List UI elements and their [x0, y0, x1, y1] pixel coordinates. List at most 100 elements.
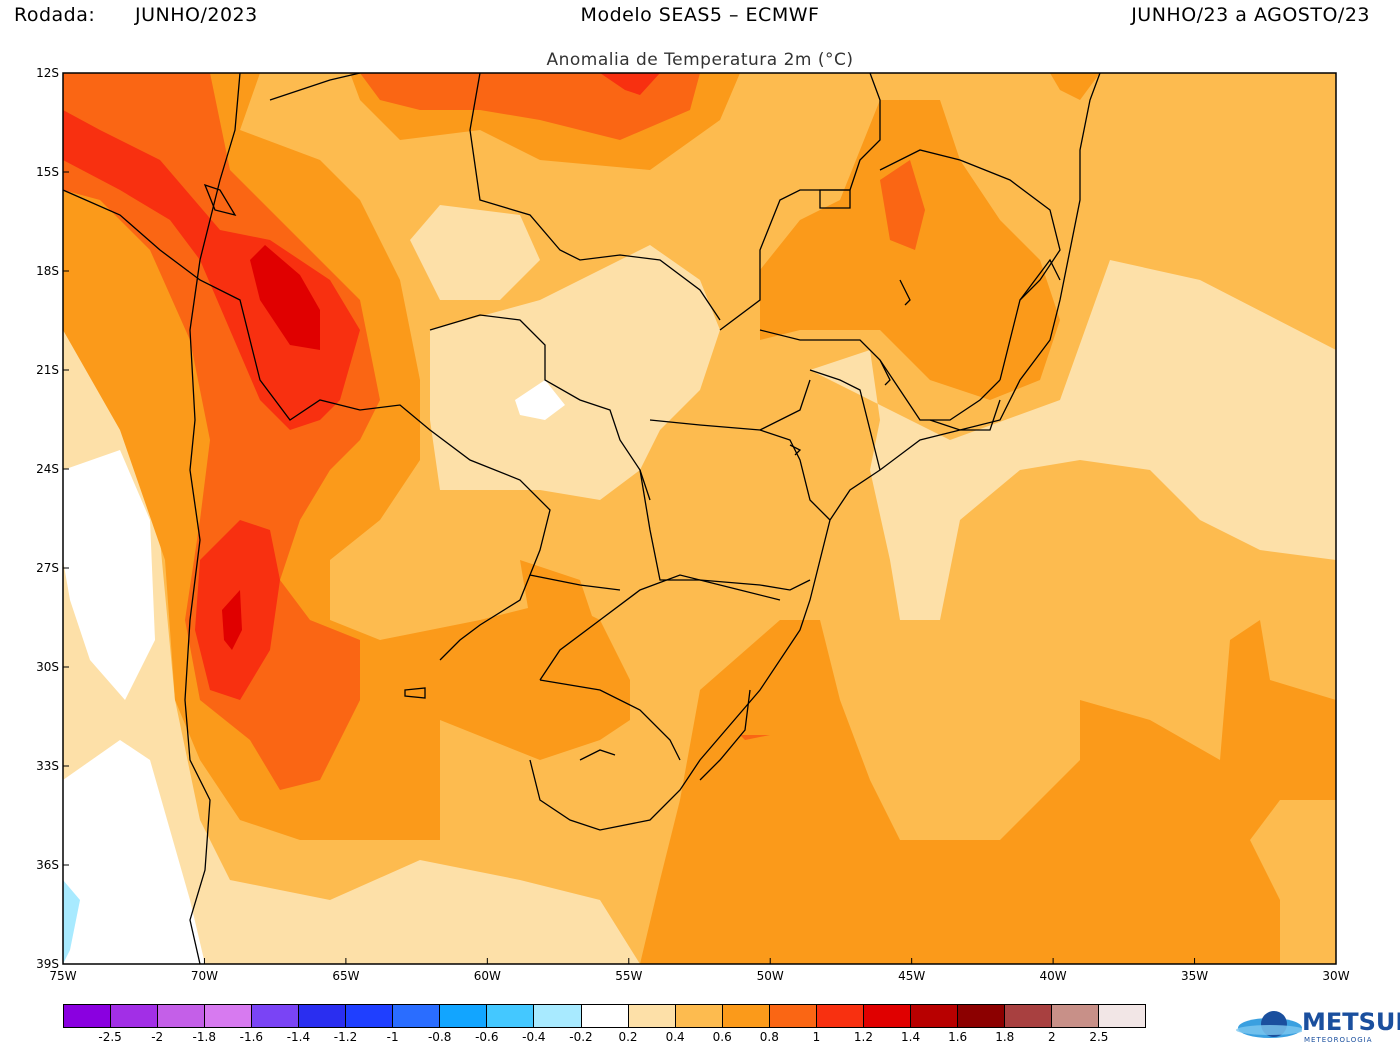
colorbar-label: 0.4: [665, 1030, 685, 1044]
orange-region-ocean-south: [640, 620, 1336, 964]
colorbar-label: 1: [812, 1030, 821, 1044]
lake-shape: [404, 687, 426, 699]
lon-tick-label: 30W: [1322, 969, 1349, 983]
colorbar-cell: [299, 1005, 347, 1027]
colorbar-cell: [628, 1005, 676, 1027]
lon-tick-label: 70W: [191, 969, 218, 983]
red-orange-region-north: [360, 73, 700, 140]
colorbar-cell: [675, 1005, 723, 1027]
colorbar-cell: [487, 1005, 535, 1027]
cyan-region: [63, 880, 80, 964]
orange-region-ne: [1050, 73, 1100, 100]
axis-ticks: 75W 70W 65W 60W 55W 50W 45W 40W 35W 30W 12S 15S 18S 2…: [36, 66, 1350, 983]
colorbar-cell: [393, 1005, 441, 1027]
atlantic-coast: [529, 73, 1101, 831]
lon-tick-label: 60W: [474, 969, 501, 983]
orange-region-se-brazil: [760, 100, 1060, 400]
colorbar-label: -1: [386, 1030, 399, 1044]
lat-tick-label: 12S: [36, 66, 59, 80]
colorbar-label: -0.2: [569, 1030, 593, 1044]
colorbar-cell: [346, 1005, 394, 1027]
cream-region-ocean: [810, 260, 1336, 620]
lat-tick-label: 18S: [36, 264, 59, 278]
brazil-bolivia-border: [469, 73, 721, 321]
colorbar-cell: [111, 1005, 159, 1027]
lat-tick-label: 36S: [36, 858, 59, 872]
cream-region-central: [430, 245, 720, 500]
uruguay-border: [539, 679, 681, 761]
bolivia-argentina-border: [63, 189, 621, 591]
lon-tick-label: 55W: [615, 969, 642, 983]
lat-tick-label: 27S: [36, 561, 59, 575]
darkred-region-bolivia: [250, 245, 320, 350]
cream-region-north: [410, 205, 540, 300]
colorbar-label: -1.2: [333, 1030, 358, 1044]
sp-mg-border: [759, 329, 1001, 421]
red-region-bolivia: [63, 110, 360, 430]
colorbar-cell: [722, 1005, 770, 1027]
lat-tick-label: 30S: [36, 660, 59, 674]
lagoa-dos-patos: [699, 689, 751, 781]
parana-border: [649, 419, 831, 521]
mg-reservoir: [899, 279, 911, 306]
red-orange-spot: [740, 735, 770, 740]
colorbar-label: 1.6: [948, 1030, 968, 1044]
colorbar-cell: [816, 1005, 864, 1027]
lat-tick-label: 33S: [36, 759, 59, 773]
red-orange-region-andes: [63, 73, 380, 790]
uruguay-reservoir: [579, 749, 616, 761]
lon-tick-label: 50W: [757, 969, 784, 983]
logo-subtitle: METEOROLOGIA: [1304, 1036, 1373, 1044]
logo-name: METSUL: [1302, 1008, 1400, 1036]
lat-tick-label: 24S: [36, 462, 59, 476]
sp-ms-border: [759, 379, 811, 431]
rodada-value: JUNHO/2023: [135, 4, 258, 26]
anomaly-fill-layer: [63, 73, 1336, 964]
map-subtitle: Anomalia de Temperatura 2m (°C): [546, 50, 854, 70]
orange-region-uruguay: [520, 560, 600, 680]
sp-pr-border: [809, 369, 881, 471]
globe-icon: [1236, 1011, 1304, 1038]
plot-frame: [62, 72, 1337, 965]
white-region-chile-south: [63, 740, 205, 964]
rj-border: [929, 399, 1001, 431]
colorbar-cell: [581, 1005, 629, 1027]
colorbar-cell: [1004, 1005, 1052, 1027]
colorbar-label: 1.8: [995, 1030, 1015, 1044]
lon-tick-label: 65W: [332, 969, 359, 983]
rs-border: [539, 574, 781, 681]
colorbar-label: -2: [151, 1030, 164, 1044]
colorbar-cell: [957, 1005, 1005, 1027]
colorbar-label: -0.4: [522, 1030, 546, 1044]
colorbar-cell: [1099, 1005, 1146, 1027]
lat-tick-label: 39S: [36, 957, 59, 971]
lon-tick-label: 35W: [1181, 969, 1208, 983]
sp-reservoir: [879, 359, 891, 386]
darkred-region-argentina: [222, 590, 242, 650]
lat-tick-label: 21S: [36, 363, 59, 377]
colorbar-label: 0.2: [618, 1030, 638, 1044]
df-border: [819, 189, 851, 209]
colorbar-cell: [205, 1005, 253, 1027]
red-orange-region-mg: [880, 160, 925, 250]
colorbar-label: 1.4: [901, 1030, 921, 1044]
argentina-inner-border: [439, 574, 531, 661]
colorbar-cell: [910, 1005, 958, 1027]
lon-tick-label: 75W: [49, 969, 76, 983]
colorbar-cell: [769, 1005, 817, 1027]
colorbar-label: -1.4: [286, 1030, 311, 1044]
colorbar-label: 2.5: [1089, 1030, 1109, 1044]
mg-border: [879, 149, 1061, 381]
es-border: [1019, 258, 1061, 301]
colorbar-cell: [440, 1005, 488, 1027]
colorbar-cell: [863, 1005, 911, 1027]
colorbar-cell: [534, 1005, 582, 1027]
colorbar-label: -1.8: [192, 1030, 216, 1044]
colorbar-label: -0.6: [475, 1030, 499, 1044]
colorbar-label: -2.5: [98, 1030, 122, 1044]
colorbar-label: -1.6: [239, 1030, 264, 1044]
anomaly-map: 75W 70W 65W 60W 55W 50W 45W 40W 35W 30W 12S 15S 18S 2…: [36, 66, 1350, 983]
model-title: Modelo SEAS5 – ECMWF: [580, 4, 820, 26]
colorbar-label: 2: [1047, 1030, 1056, 1044]
rodada-label: Rodada:: [14, 4, 96, 26]
